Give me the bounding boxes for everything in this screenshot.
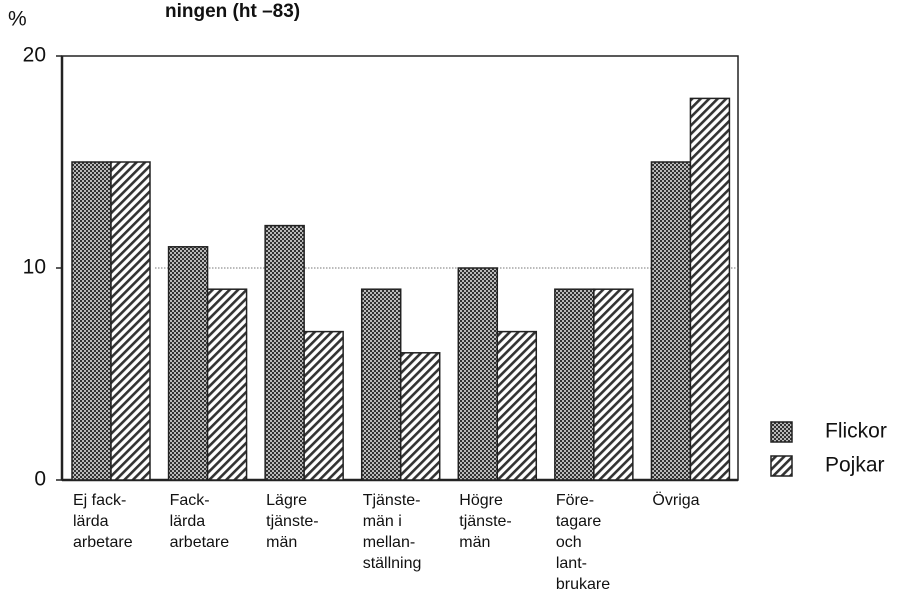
x-tick-label: ställning [363,555,422,572]
x-tick-label: Fack- [170,492,210,509]
bar [457,267,499,481]
x-tick-label: lärda [170,513,206,530]
x-tick-label: män i [363,513,402,530]
bar [593,288,634,481]
bar [399,352,441,481]
x-tick-label: tjänste- [459,513,511,530]
chart-title: ningen (ht –83) [165,1,300,22]
legend-swatch [770,455,793,477]
y-tick-label: 0 [34,468,46,491]
legend-label: Flickor [825,420,887,443]
x-tick-label: män [266,534,297,551]
legend-label: Pojkar [825,454,885,477]
y-tick-label: 20 [23,44,46,67]
x-tick-label: lant- [556,555,587,572]
x-tick-label: Ej fack- [73,492,126,509]
bar [689,97,731,481]
bar [167,246,209,481]
x-tick-label: mellan- [363,534,415,551]
x-tick-label: lärda [73,513,109,530]
x-tick-label: Lägre [266,492,307,509]
x-tick-label: män [459,534,490,551]
x-tick-label: tagare [556,513,601,530]
y-axis-label: % [8,8,27,31]
x-tick-label: Högre [459,492,503,509]
x-tick-label: arbetare [73,534,133,551]
y-tick-label: 10 [23,256,46,279]
bar [360,288,402,481]
x-tick-label: Övriga [652,491,699,509]
bar [496,330,538,481]
x-tick-label: tjänste- [266,513,318,530]
x-tick-label: och [556,534,582,551]
bar [650,161,692,481]
bar [71,161,112,481]
bar [206,288,248,481]
bar [110,161,151,481]
x-tick-label: brukare [556,576,610,593]
bar [303,330,344,481]
x-tick-label: arbetare [170,534,230,551]
x-tick-label: Före- [556,492,594,509]
bar [264,224,305,481]
bar [554,288,595,481]
legend-swatch [770,421,793,443]
x-tick-label: Tjänste- [363,492,421,509]
